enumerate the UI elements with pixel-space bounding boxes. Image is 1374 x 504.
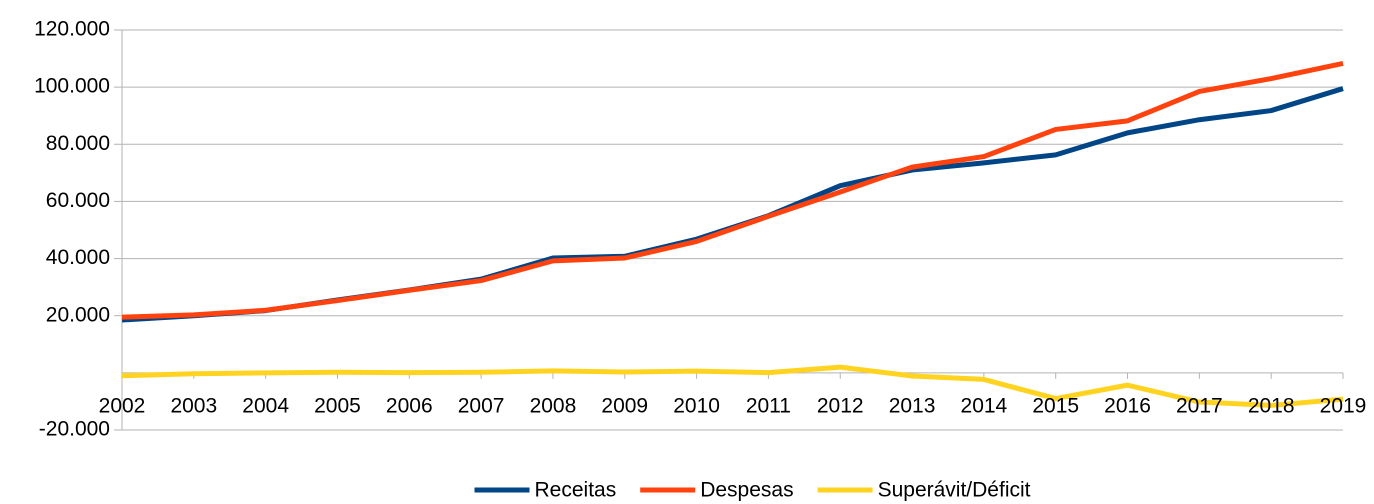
series-line [121,86,1344,323]
x-tick-label: 2015 [1032,395,1079,418]
x-tick-label: 2008 [530,395,577,418]
x-tick-label: 2012 [817,395,864,418]
x-tick-label: 2013 [889,395,936,418]
x-tick-label: 2018 [1248,395,1295,418]
y-tick-label: 120.000 [34,18,110,41]
y-tick-label: 80.000 [46,132,110,155]
series-line [121,60,1344,320]
y-tick-label: 20.000 [46,303,110,326]
x-tick-label: 2004 [242,395,289,418]
x-tick-label: 2006 [386,395,433,418]
series-line [121,364,1344,408]
y-tick-label: 60.000 [46,189,110,212]
legend-label: Despesas [700,479,793,502]
y-tick-label: 40.000 [46,246,110,269]
x-tick-label: 2003 [170,395,217,418]
legend-label: Receitas [535,479,617,502]
x-tick-label: 2011 [746,395,791,418]
x-tick-label: 2014 [961,395,1008,418]
y-tick-label: 100.000 [34,75,110,98]
x-tick-label: 2010 [673,395,720,418]
y-tick-label: -20.000 [39,418,110,441]
x-tick-label: 2002 [99,395,146,418]
x-tick-label: 2016 [1104,395,1151,418]
legend-label: Superávit/Déficit [878,479,1031,502]
x-tick-label: 2005 [314,395,361,418]
x-tick-label: 2019 [1320,395,1367,418]
x-tick-label: 2017 [1176,395,1223,418]
x-tick-label: 2007 [458,395,505,418]
x-tick-label: 2009 [601,395,648,418]
legend: Receitas Despesas Superávit/Déficit [474,479,1031,502]
